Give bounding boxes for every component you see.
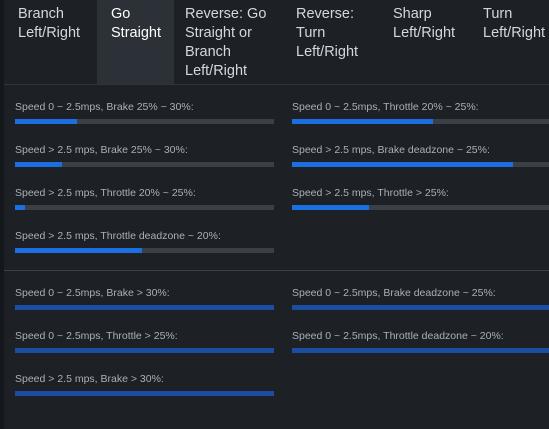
progress-label: Speed > 2.5 mps, Throttle > 25%: bbox=[292, 187, 449, 199]
progress-track bbox=[15, 205, 274, 210]
progress-label: Speed 0 ~ 2.5mps, Brake 25% ~ 30%: bbox=[15, 101, 194, 113]
tab-label-line: Left/Right bbox=[296, 44, 359, 60]
tab-bar-divider bbox=[4, 84, 549, 85]
progress-label: Speed > 2.5 mps, Brake > 30%: bbox=[15, 373, 164, 385]
progress-item: Speed > 2.5 mps, Brake > 30%: bbox=[15, 372, 275, 408]
progress-fill bbox=[15, 248, 142, 253]
progress-item: Speed 0 ~ 2.5mps, Brake deadzone ~ 25%: bbox=[292, 286, 549, 322]
tab-sharp-left-right[interactable]: Sharp Left/Right bbox=[379, 0, 469, 84]
progress-fill bbox=[15, 162, 62, 167]
progress-item: Speed > 2.5 mps, Throttle deadzone ~ 20%… bbox=[15, 229, 275, 265]
progress-item: Speed > 2.5 mps, Throttle 20% ~ 25%: bbox=[15, 186, 275, 222]
window-edge bbox=[0, 0, 4, 429]
section-divider bbox=[4, 270, 549, 271]
tab-reverse-turn-left-right[interactable]: Reverse: Turn Left/Right bbox=[282, 0, 379, 84]
progress-track bbox=[15, 119, 274, 124]
progress-item: Speed 0 ~ 2.5mps, Brake 25% ~ 30%: bbox=[15, 100, 275, 136]
progress-fill bbox=[292, 119, 433, 124]
tab-label-line: Left/Right bbox=[185, 63, 248, 79]
progress-track bbox=[292, 305, 549, 310]
tab-label-line: Straight or bbox=[185, 25, 252, 41]
progress-fill bbox=[15, 305, 274, 310]
progress-item: Speed > 2.5 mps, Throttle > 25%: bbox=[292, 186, 549, 222]
progress-track bbox=[15, 248, 274, 253]
tab-label-line: Straight bbox=[111, 25, 161, 41]
progress-fill bbox=[15, 119, 77, 124]
progress-label: Speed 0 ~ 2.5mps, Throttle > 25%: bbox=[15, 330, 178, 342]
tab-label-line: Reverse: Go bbox=[185, 6, 267, 22]
progress-track bbox=[292, 348, 549, 353]
tab-label-line: Go bbox=[111, 6, 131, 22]
progress-item: Speed > 2.5 mps, Brake deadzone ~ 25%: bbox=[292, 143, 549, 179]
tab-label-line: Left/Right bbox=[18, 25, 81, 41]
progress-track bbox=[15, 348, 274, 353]
progress-section-in-progress: Speed 0 ~ 2.5mps, Brake 25% ~ 30%: Speed… bbox=[4, 85, 549, 270]
progress-label: Speed > 2.5 mps, Brake deadzone ~ 25%: bbox=[292, 144, 490, 156]
progress-item: Speed > 2.5 mps, Brake 25% ~ 30%: bbox=[15, 143, 275, 179]
progress-fill bbox=[292, 305, 549, 310]
progress-item: Speed 0 ~ 2.5mps, Throttle 20% ~ 25%: bbox=[292, 100, 549, 136]
progress-fill bbox=[292, 162, 513, 167]
progress-track bbox=[292, 162, 549, 167]
tab-label-line: Turn bbox=[296, 25, 326, 41]
progress-track bbox=[15, 305, 274, 310]
progress-fill bbox=[15, 205, 25, 210]
progress-fill bbox=[15, 391, 274, 396]
progress-label: Speed 0 ~ 2.5mps, Brake deadzone ~ 25%: bbox=[292, 287, 496, 299]
progress-track bbox=[15, 391, 274, 396]
progress-fill bbox=[15, 348, 274, 353]
progress-item: Speed 0 ~ 2.5mps, Brake > 30%: bbox=[15, 286, 275, 322]
progress-label: Speed 0 ~ 2.5mps, Throttle 20% ~ 25%: bbox=[292, 101, 479, 113]
progress-track bbox=[292, 205, 549, 210]
progress-item: Speed 0 ~ 2.5mps, Throttle deadzone ~ 20… bbox=[292, 329, 549, 365]
progress-label: Speed > 2.5 mps, Throttle 20% ~ 25%: bbox=[15, 187, 196, 199]
tab-label-line: Sharp bbox=[393, 6, 432, 22]
tab-reverse-go-straight-or-branch[interactable]: Reverse: Go Straight or Branch Left/Righ… bbox=[171, 0, 282, 84]
progress-section-completed: Speed 0 ~ 2.5mps, Brake > 30%: Speed 0 ~… bbox=[4, 271, 549, 429]
tab-go-straight[interactable]: Go Straight bbox=[97, 0, 174, 84]
progress-fill bbox=[292, 348, 549, 353]
tab-label-line: Branch bbox=[18, 6, 64, 22]
tab-label-line: Left/Right bbox=[483, 25, 546, 41]
progress-label: Speed 0 ~ 2.5mps, Throttle deadzone ~ 20… bbox=[292, 330, 504, 342]
tab-label-line: Reverse: bbox=[296, 6, 355, 22]
progress-track bbox=[292, 119, 549, 124]
tab-branch-left-right[interactable]: Branch Left/Right bbox=[4, 0, 97, 84]
progress-item: Speed 0 ~ 2.5mps, Throttle > 25%: bbox=[15, 329, 275, 365]
progress-track bbox=[15, 162, 274, 167]
progress-label: Speed 0 ~ 2.5mps, Brake > 30%: bbox=[15, 287, 170, 299]
tab-label-line: Branch bbox=[185, 44, 231, 60]
progress-label: Speed > 2.5 mps, Brake 25% ~ 30%: bbox=[15, 144, 188, 156]
progress-label: Speed > 2.5 mps, Throttle deadzone ~ 20%… bbox=[15, 230, 221, 242]
maneuver-tab-bar: Branch Left/Right Go Straight Reverse: G… bbox=[4, 0, 549, 84]
progress-fill bbox=[292, 205, 369, 210]
tab-label-line: Turn bbox=[483, 6, 513, 22]
tab-label-line: Left/Right bbox=[393, 25, 456, 41]
tab-turn-left-right[interactable]: Turn Left/Right bbox=[469, 0, 549, 84]
